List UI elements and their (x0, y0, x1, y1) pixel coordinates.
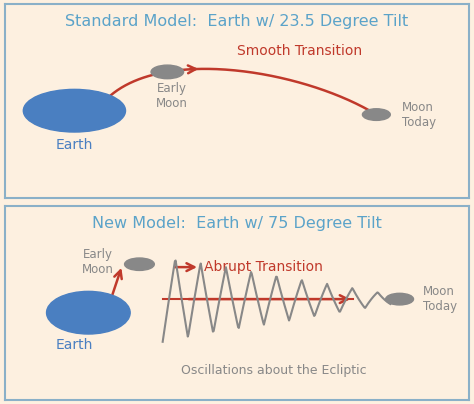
Circle shape (23, 89, 126, 132)
Text: Smooth Transition: Smooth Transition (237, 44, 362, 58)
Circle shape (386, 293, 413, 305)
Ellipse shape (46, 291, 130, 334)
Circle shape (363, 109, 390, 120)
Text: Earth: Earth (56, 338, 93, 352)
Text: New Model:  Earth w/ 75 Degree Tilt: New Model: Earth w/ 75 Degree Tilt (92, 216, 382, 231)
Text: Abrupt Transition: Abrupt Transition (204, 260, 323, 274)
Text: Moon
Today: Moon Today (402, 101, 436, 128)
Text: Standard Model:  Earth w/ 23.5 Degree Tilt: Standard Model: Earth w/ 23.5 Degree Til… (65, 14, 409, 29)
Circle shape (151, 65, 183, 79)
Text: Moon
Today: Moon Today (423, 285, 457, 313)
Text: Early
Moon: Early Moon (82, 248, 114, 276)
Text: Early
Moon: Early Moon (156, 82, 188, 109)
Text: Earth: Earth (56, 138, 93, 152)
Text: Oscillations about the Ecliptic: Oscillations about the Ecliptic (182, 364, 367, 377)
Circle shape (125, 258, 155, 270)
